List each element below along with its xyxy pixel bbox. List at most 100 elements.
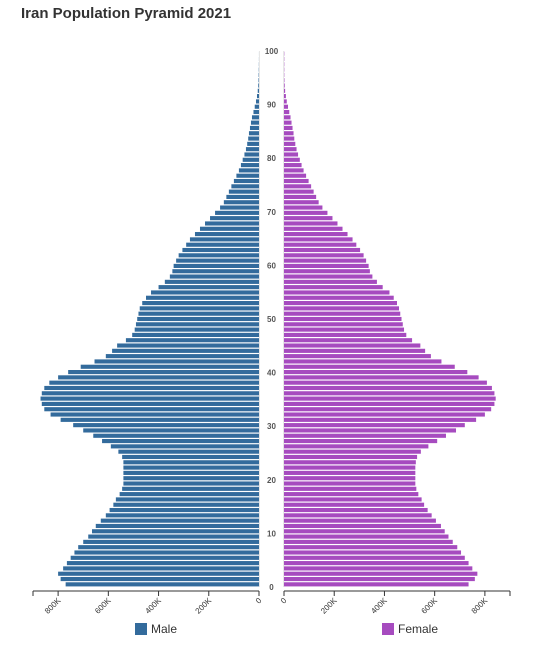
male-bar-age-42	[94, 359, 260, 364]
female-bar-age-58	[284, 274, 373, 279]
male-bar-age-63	[182, 247, 259, 253]
male-bar-age-16	[115, 497, 259, 502]
age-tick-label-50: 50	[267, 315, 276, 324]
age-tick-label-20: 20	[267, 476, 276, 485]
age-tick-label-0: 0	[269, 583, 274, 592]
female-bar-age-17	[284, 492, 419, 497]
male-bar-age-26	[110, 444, 259, 449]
female-bar-age-49	[284, 322, 403, 327]
female-bar-age-69	[284, 216, 333, 221]
female-bar-age-34	[284, 401, 495, 406]
male-value-tick-label: 800K	[43, 596, 63, 616]
female-bar-age-74	[284, 189, 314, 194]
male-bar-age-92	[256, 94, 259, 99]
male-bar-age-30	[73, 423, 259, 428]
male-bar-age-36	[41, 391, 260, 396]
male-bar-age-51	[138, 311, 259, 316]
male-bar-age-41	[80, 364, 259, 369]
male-value-tick-label: 0	[254, 596, 264, 606]
male-bar-age-18	[122, 486, 260, 491]
male-bar-age-17	[119, 492, 259, 497]
male-bar-age-1	[60, 576, 259, 582]
female-bar-age-13	[284, 513, 432, 518]
male-bar-age-78	[238, 168, 259, 173]
female-bar-age-7	[284, 545, 458, 550]
female-bar-age-18	[284, 486, 417, 491]
male-bar-age-80	[242, 157, 259, 162]
male-bar-age-88	[251, 115, 259, 120]
legend-item-male[interactable]: Male	[135, 622, 177, 636]
female-bar-age-39	[284, 375, 479, 380]
female-bar-age-57	[284, 279, 377, 284]
male-bar-age-94	[258, 83, 259, 88]
female-bar-age-67	[284, 226, 343, 231]
male-bar-age-47	[132, 332, 259, 337]
legend-swatch-male	[135, 623, 147, 635]
female-bar-age-52	[284, 306, 400, 311]
female-value-tick-label: 800K	[470, 596, 490, 616]
male-bar-age-0	[65, 582, 260, 587]
male-bar-age-33	[44, 407, 259, 412]
female-bar-age-79	[284, 163, 302, 168]
female-bar-age-25	[284, 449, 421, 454]
male-bar-age-23	[123, 460, 260, 465]
legend-item-female[interactable]: Female	[382, 622, 438, 636]
male-bar-age-68	[205, 221, 259, 226]
female-bar-age-10	[284, 529, 445, 534]
female-bar-age-90	[284, 104, 289, 109]
female-bar-age-20	[284, 476, 416, 481]
female-bar-age-48	[284, 327, 405, 332]
female-bar-age-5	[284, 555, 465, 560]
male-bar-age-50	[137, 316, 259, 322]
female-bar-age-11	[284, 523, 441, 529]
male-bar-age-91	[255, 99, 259, 104]
female-bar-age-2	[284, 571, 478, 576]
male-bar-age-72	[223, 200, 259, 205]
male-bar-age-53	[142, 301, 259, 306]
female-bar-age-12	[284, 518, 436, 523]
female-bar-age-93	[284, 88, 286, 93]
female-bar-age-89	[284, 109, 290, 115]
male-bar-age-57	[164, 279, 259, 284]
male-bar-age-71	[220, 205, 259, 210]
female-bar-age-31	[284, 417, 477, 422]
female-bar-age-16	[284, 497, 422, 502]
male-bar-age-82	[245, 147, 259, 152]
age-tick-label-80: 80	[267, 154, 276, 163]
male-bar-age-14	[109, 507, 259, 513]
chart-title: Iran Population Pyramid 2021	[21, 5, 232, 22]
male-bar-age-95	[258, 78, 259, 83]
female-bar-age-81	[284, 152, 299, 157]
female-bar-age-86	[284, 125, 293, 131]
female-bar-age-82	[284, 147, 297, 152]
male-bar-age-35	[40, 396, 260, 401]
male-bar-age-56	[158, 285, 259, 290]
age-tick-label-30: 30	[267, 422, 276, 431]
male-bar-age-37	[44, 385, 259, 391]
female-bar-age-77	[284, 173, 307, 178]
female-bar-age-33	[284, 407, 492, 412]
male-bar-age-31	[60, 417, 259, 422]
female-bar-age-45	[284, 343, 421, 348]
male-bar-age-66	[194, 232, 259, 237]
male-bar-age-38	[49, 380, 260, 385]
male-bar-age-86	[249, 125, 259, 131]
male-bar-age-55	[151, 290, 259, 295]
female-bar-age-4	[284, 561, 469, 566]
male-value-tick-label: 200K	[194, 596, 214, 616]
male-bar-age-62	[178, 253, 259, 258]
male-bar-age-45	[117, 343, 259, 348]
male-bar-age-93	[257, 88, 259, 93]
female-bar-age-32	[284, 412, 485, 417]
male-bar-age-6	[74, 550, 259, 555]
male-bar-age-2	[58, 571, 259, 576]
female-bar-age-68	[284, 221, 338, 226]
female-bar-age-47	[284, 332, 407, 337]
female-bar-age-36	[284, 391, 495, 396]
female-bar-age-70	[284, 210, 328, 215]
female-bar-age-54	[284, 295, 394, 300]
female-bar-age-75	[284, 184, 312, 189]
male-bar-age-24	[122, 454, 260, 460]
female-value-tick-label: 200K	[319, 596, 339, 616]
